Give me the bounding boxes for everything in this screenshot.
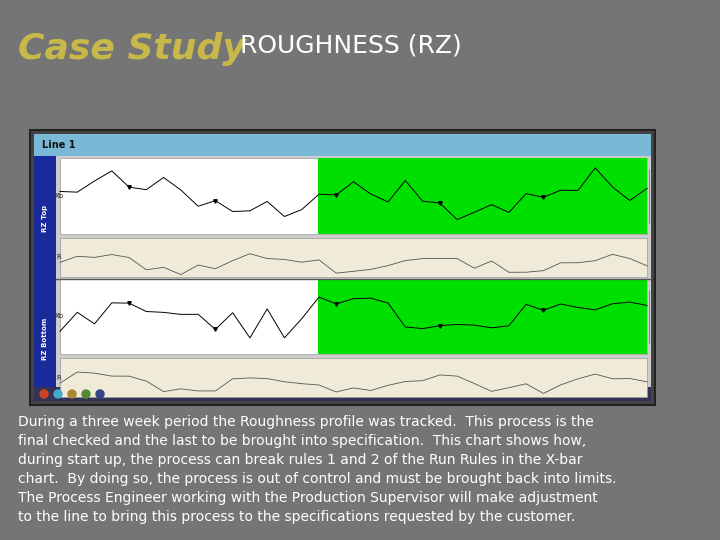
Text: R: R (57, 375, 61, 381)
Bar (318, 158, 647, 234)
Circle shape (82, 390, 90, 398)
Text: Xb: Xb (55, 313, 63, 320)
Text: RZ Bottom: RZ Bottom (42, 318, 48, 360)
Bar (60, 279, 647, 354)
Text: During a three week period the Roughness profile was tracked.  This process is t: During a three week period the Roughness… (18, 415, 616, 524)
Text: Xb: Xb (55, 193, 63, 199)
Bar (34, 387, 651, 401)
Bar (60, 158, 647, 234)
Bar (34, 134, 651, 156)
Bar (34, 156, 56, 401)
Circle shape (40, 390, 48, 398)
Circle shape (68, 390, 76, 398)
Text: Line 1: Line 1 (42, 140, 76, 150)
Bar (318, 279, 647, 354)
Text: ROUGHNESS (RZ): ROUGHNESS (RZ) (240, 34, 462, 58)
Bar (34, 134, 651, 401)
Text: R: R (57, 254, 61, 260)
Text: Case Study: Case Study (18, 32, 246, 66)
Bar (60, 238, 647, 276)
Bar (30, 130, 655, 405)
Text: RZ Top: RZ Top (42, 205, 48, 232)
Circle shape (96, 390, 104, 398)
Circle shape (54, 390, 62, 398)
Bar (60, 359, 647, 397)
